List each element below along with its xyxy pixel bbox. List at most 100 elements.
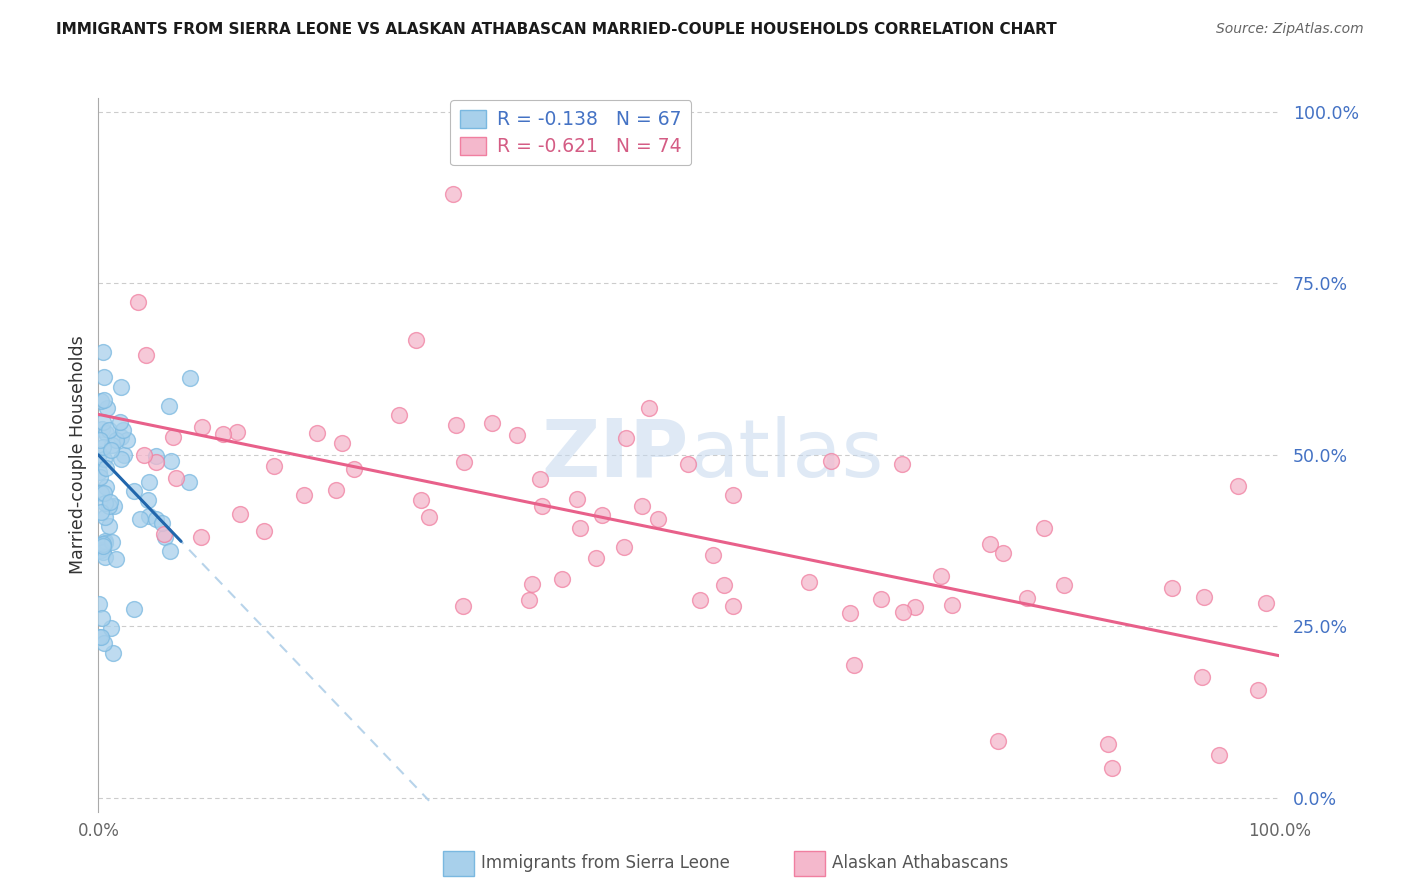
Point [1208,747,1230,762]
Point [136,493,159,508]
Point [89,630,111,644]
Point [388,409,411,423]
Point [1227,478,1250,492]
Point [330,435,353,450]
Text: atlas: atlas [689,416,883,494]
Point [520,577,543,591]
Point [678,457,700,471]
Point [418,510,440,524]
Point [115,434,138,448]
Text: Alaskan Athabascans: Alaskan Athabascans [832,855,1008,872]
Y-axis label: Married-couple Households: Married-couple Households [69,335,87,574]
Point [91,545,114,559]
Point [212,426,235,441]
Point [1033,521,1056,535]
Point [1254,596,1277,610]
Point [453,455,475,469]
Point [228,508,250,522]
Point [100,438,122,452]
Point [1015,591,1038,605]
Point [90,505,112,519]
Point [451,599,474,613]
Point [441,187,464,202]
Point [132,448,155,462]
Point [153,527,176,541]
Point [93,549,115,564]
Text: IMMIGRANTS FROM SIERRA LEONE VS ALASKAN ATHABASCAN MARRIED-COUPLE HOUSEHOLDS COR: IMMIGRANTS FROM SIERRA LEONE VS ALASKAN … [56,22,1057,37]
Point [87,597,110,611]
Point [90,422,112,436]
Point [94,534,117,549]
Point [91,345,114,359]
Text: Source: ZipAtlas.com: Source: ZipAtlas.com [1216,22,1364,37]
Point [991,546,1014,560]
Point [112,448,135,462]
Point [100,494,122,508]
Point [157,399,180,413]
Point [93,392,115,407]
Point [97,423,120,437]
Point [325,483,347,497]
Point [159,454,181,468]
Point [529,471,551,485]
Point [585,551,607,566]
Point [93,485,115,500]
Point [128,512,150,526]
Point [723,599,745,613]
Point [90,486,112,500]
Point [105,552,128,566]
Point [96,401,118,415]
Point [110,452,132,467]
Point [110,416,132,430]
Point [591,508,613,522]
Point [145,512,167,526]
Point [1191,670,1213,684]
Point [94,425,117,440]
Point [101,534,124,549]
Text: ZIP: ZIP [541,416,689,494]
Point [110,380,132,394]
Point [122,483,145,498]
Point [87,447,110,461]
Point [689,592,711,607]
Point [987,734,1010,748]
Point [90,630,112,644]
Point [891,605,914,619]
Point [405,333,427,347]
Point [637,401,659,415]
Point [941,598,963,612]
Point [839,606,862,620]
Point [91,536,114,550]
Point [94,480,117,494]
Point [91,611,114,625]
Point [616,431,638,445]
Point [179,475,201,490]
Point [90,394,112,409]
Point [91,440,114,454]
Point [702,548,724,562]
Point [713,577,735,591]
Text: Immigrants from Sierra Leone: Immigrants from Sierra Leone [481,855,730,872]
Point [162,430,184,444]
Point [159,543,181,558]
Point [551,572,574,586]
Point [94,536,117,550]
Point [179,371,201,385]
Point [569,521,592,535]
Point [98,518,121,533]
Point [797,574,820,589]
Point [93,539,115,553]
Point [93,635,115,649]
Point [145,455,167,469]
Point [97,500,120,514]
Point [263,458,285,473]
Point [820,453,842,467]
Point [153,530,176,544]
Point [869,591,891,606]
Point [307,426,329,441]
Point [89,470,111,484]
Point [446,418,468,433]
Point [1161,581,1184,595]
Point [343,462,366,476]
Point [1053,577,1076,591]
